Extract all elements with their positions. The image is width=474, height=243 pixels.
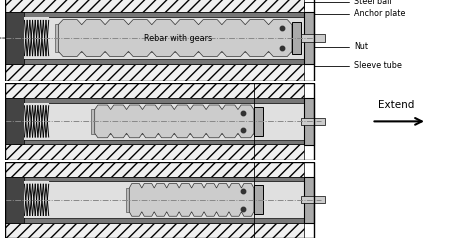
Text: Extend: Extend [378, 100, 415, 110]
Bar [5, 64, 304, 81]
Bar [25, 17, 49, 59]
Bar [5, 12, 304, 17]
Bar [5, 17, 304, 59]
Bar [5, 59, 304, 64]
Text: Sleeve tube: Sleeve tube [314, 58, 402, 70]
Text: Steel ball: Steel ball [304, 0, 392, 9]
Bar [301, 196, 325, 203]
Bar [301, 34, 325, 42]
Polygon shape [95, 105, 254, 138]
Bar [5, 98, 304, 103]
Text: Anchor plate: Anchor plate [314, 9, 406, 18]
Bar [5, 177, 24, 223]
Bar [25, 103, 49, 140]
Bar [5, 177, 304, 182]
Bar [5, 140, 304, 144]
Bar [304, 12, 314, 64]
Bar [304, 176, 314, 223]
Bar [25, 182, 49, 218]
Bar [5, 83, 304, 98]
Bar [5, 83, 314, 160]
Bar [301, 118, 325, 125]
Polygon shape [129, 183, 254, 216]
Bar [5, 162, 304, 177]
Bar [126, 188, 257, 212]
Polygon shape [58, 20, 292, 56]
Bar [5, 103, 304, 140]
Bar [5, 182, 304, 218]
Bar [91, 109, 257, 134]
Bar [5, 12, 24, 64]
Bar [254, 107, 263, 136]
Bar [292, 22, 301, 54]
Bar [5, 162, 314, 238]
Bar [5, 144, 304, 160]
Bar [5, 223, 304, 238]
Bar [5, 0, 304, 12]
Bar [5, 0, 314, 81]
Bar [55, 24, 295, 52]
Bar [254, 185, 263, 214]
Text: Nut: Nut [314, 41, 368, 51]
Bar [5, 218, 304, 223]
Bar [5, 98, 24, 144]
Bar [304, 98, 314, 145]
Text: Rebar with gears: Rebar with gears [144, 34, 212, 43]
